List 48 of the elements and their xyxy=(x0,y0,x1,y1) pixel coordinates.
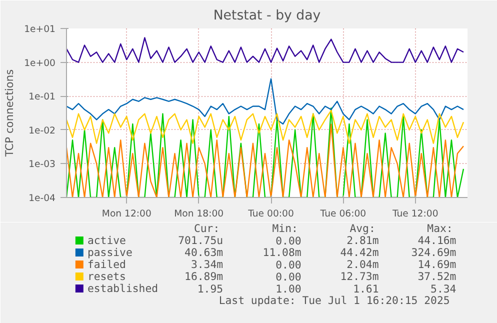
legend-label: passive xyxy=(87,246,132,259)
text: 701.75u xyxy=(178,234,224,247)
text: 1.00 xyxy=(276,282,302,296)
line-series xyxy=(66,124,464,198)
x-tick-label: Mon 12:00 xyxy=(102,208,152,220)
legend-label: failed xyxy=(87,258,126,271)
line-series xyxy=(66,110,464,144)
x-tick-label: Tue 00:00 xyxy=(247,208,294,220)
y-tick-label: 1e-03 xyxy=(28,159,56,170)
text: 3.34m xyxy=(190,258,224,271)
text: 16.89m xyxy=(184,270,224,283)
legend-label: active xyxy=(87,234,126,247)
text: 14.69m xyxy=(418,258,456,271)
text: Avg: xyxy=(350,222,376,235)
text: 0.00 xyxy=(276,234,302,248)
y-tick-label: 1e+01 xyxy=(24,24,56,35)
y-tick-label: 1e-04 xyxy=(28,193,56,204)
text: 5.34 xyxy=(430,282,456,296)
y-tick-label: 1e-01 xyxy=(28,92,56,103)
text: 44.16m xyxy=(418,234,456,247)
text: Cur: xyxy=(194,222,220,235)
legend-label: established xyxy=(87,282,158,295)
line-series xyxy=(66,107,464,198)
text: 44.42m xyxy=(340,246,379,259)
y-axis-title: TCP connections xyxy=(3,68,16,158)
text: 0.00 xyxy=(276,270,302,284)
legend-label: resets xyxy=(87,270,126,283)
text: Last update: Tue Jul 1 16:20:15 2025 xyxy=(218,294,450,307)
line-series xyxy=(66,37,464,63)
chart-title: Netstat - by day xyxy=(213,8,321,24)
y-tick-label: 1e+00 xyxy=(24,58,56,69)
x-tick-label: Tue 12:00 xyxy=(391,208,438,220)
text: 1.95 xyxy=(197,282,224,296)
text: 1.61 xyxy=(353,282,379,296)
text: Max: xyxy=(427,222,453,235)
text: 324.69m xyxy=(411,246,456,259)
text: 37.52m xyxy=(418,270,456,283)
text: 0.00 xyxy=(276,258,302,272)
text: 40.63m xyxy=(184,246,224,259)
text: 2.81m xyxy=(346,234,379,247)
x-tick-label: Mon 18:00 xyxy=(174,208,224,220)
text: 2.04m xyxy=(346,258,379,271)
line-series xyxy=(66,78,464,125)
x-tick-label: Tue 06:00 xyxy=(319,208,366,220)
y-tick-label: 1e-02 xyxy=(28,125,56,136)
text: 11.08m xyxy=(262,246,302,259)
text: 12.73m xyxy=(340,270,379,283)
text: Min: xyxy=(272,222,298,235)
